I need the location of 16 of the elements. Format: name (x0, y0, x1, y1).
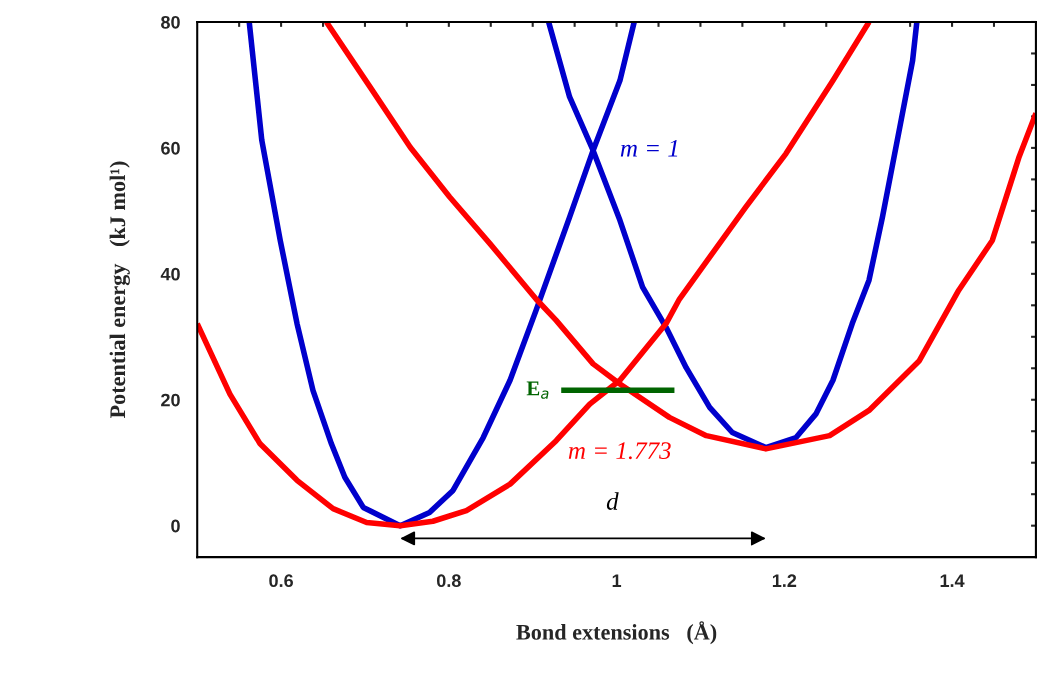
y-tick-label: 60 (161, 141, 180, 155)
x-tick-label: 0.6 (269, 574, 293, 588)
y-tick-label: 80 (161, 15, 180, 29)
series-label: m = 1 (620, 139, 678, 157)
x-tick-label: 1 (612, 574, 622, 587)
x-tick-label: 1.4 (940, 574, 965, 587)
y-tick-label: 0 (171, 519, 180, 533)
series-label: E$_{a}$ (526, 381, 549, 399)
x-tick-label: 0.8 (437, 574, 461, 588)
y-tick-label: 40 (160, 267, 180, 281)
annotation: d (606, 492, 619, 510)
y-axis-title: Potential energy (kJ mol¹) (109, 161, 130, 419)
x-tick-label: 1.2 (772, 574, 797, 587)
y-tick-label: 20 (161, 393, 180, 407)
x-axis-title: Bond extensions (Å) (516, 621, 717, 645)
series-label: m = 1.773 (568, 442, 671, 460)
